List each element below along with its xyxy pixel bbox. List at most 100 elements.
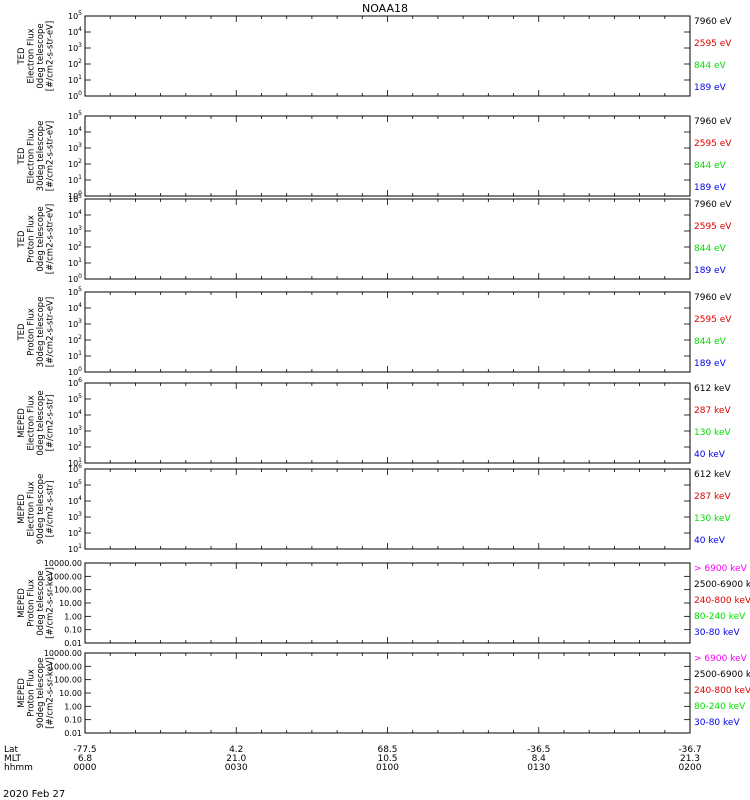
panel-6: 101 102 103 104 105 106 MEPEDElectron Flux90de… bbox=[17, 463, 731, 554]
footer-lat-value: -36.5 bbox=[527, 745, 550, 755]
panel-4: 100 101 102 103 104 105 TEDProton Flux30deg te… bbox=[17, 286, 732, 377]
y-axis-label: TEDProton Flux30deg telescope[#/cm2-s-st… bbox=[17, 297, 56, 368]
legend-entry: 2500-6900 keV bbox=[694, 580, 750, 590]
y-tick-label: 105 bbox=[68, 10, 82, 21]
y-tick-label: 1.00 bbox=[64, 612, 82, 621]
footer-row-label: hhmm bbox=[4, 763, 33, 773]
legend-entry: > 6900 keV bbox=[694, 564, 748, 574]
legend-entry: 130 keV bbox=[694, 428, 731, 438]
y-axis-label: TEDProton Flux0deg telescope[#/cm2-s-str… bbox=[17, 204, 56, 274]
footer-hhmm-value: 0000 bbox=[74, 763, 97, 773]
y-axis-label: TEDElectron Flux0deg telescope[#/cm2-s-s… bbox=[17, 21, 56, 91]
y-tick-label: 104 bbox=[68, 26, 82, 37]
y-tick-label: 102 bbox=[68, 441, 82, 452]
legend-entry: 2595 eV bbox=[694, 39, 732, 49]
y-tick-label: 101 bbox=[68, 543, 82, 554]
footer-row-label: Lat bbox=[4, 745, 19, 755]
panels: 100 101 102 103 104 105 TEDElectron Flux0deg t… bbox=[17, 10, 750, 738]
footer-mlt-value: 6.8 bbox=[78, 754, 93, 764]
y-axis-label: MEPEDElectron Flux0deg telescope[#/cm2-s… bbox=[17, 390, 56, 455]
footer-lat-value: -77.5 bbox=[73, 745, 96, 755]
y-tick-label: 102 bbox=[68, 334, 82, 345]
legend-entry: 30-80 keV bbox=[694, 718, 740, 728]
y-tick-label: 10.00 bbox=[59, 689, 82, 698]
legend-entry: 7960 eV bbox=[694, 293, 732, 303]
legend-entry: 2595 eV bbox=[694, 315, 732, 325]
legend-entry: 2500-6900 keV bbox=[694, 670, 750, 680]
y-axis-label: MEPEDElectron Flux90deg telescope[#/cm2-… bbox=[17, 474, 56, 545]
y-tick-label: 10.00 bbox=[59, 599, 82, 608]
panel-1: 100 101 102 103 104 105 TEDElectron Flux0deg t… bbox=[17, 10, 732, 101]
y-tick-label: 106 bbox=[68, 377, 82, 388]
y-tick-label: 101 bbox=[68, 457, 82, 468]
footer-lat-value: 68.5 bbox=[377, 745, 397, 755]
legend-entry: 40 keV bbox=[694, 536, 726, 546]
y-tick-label: 104 bbox=[68, 209, 82, 220]
panel-frame bbox=[84, 115, 691, 197]
legend-entry: 612 keV bbox=[694, 384, 731, 394]
legend-entry: 844 eV bbox=[694, 337, 727, 347]
y-tick-label: 101 bbox=[68, 174, 82, 185]
legend-entry: 130 keV bbox=[694, 514, 731, 524]
footer-lat-value: 4.2 bbox=[229, 745, 243, 755]
y-tick-label: 101 bbox=[68, 74, 82, 85]
y-tick-label: 100 bbox=[68, 366, 82, 377]
y-tick-label: 100.00 bbox=[54, 586, 82, 595]
legend-entry: 2595 eV bbox=[694, 222, 732, 232]
y-tick-label: 1000.00 bbox=[49, 662, 82, 671]
y-tick-label: 105 bbox=[68, 110, 82, 121]
legend-entry: 7960 eV bbox=[694, 200, 732, 210]
date-label: 2020 Feb 27 bbox=[3, 789, 65, 800]
y-tick-label: 100 bbox=[68, 273, 82, 284]
y-tick-label: 100.00 bbox=[54, 676, 82, 685]
y-tick-label: 102 bbox=[68, 58, 82, 69]
legend-entry: 612 keV bbox=[694, 470, 731, 480]
footer-mlt-value: 8.4 bbox=[532, 754, 547, 764]
panel-frame bbox=[84, 468, 691, 550]
y-tick-label: 100 bbox=[68, 90, 82, 101]
panel-3: 100 101 102 103 104 105 TEDProton Flux0deg tel… bbox=[17, 193, 732, 284]
y-tick-label: 10000.00 bbox=[44, 649, 82, 658]
legend-entry: 287 keV bbox=[694, 406, 731, 416]
panel-frame bbox=[84, 652, 691, 734]
y-tick-label: 0.10 bbox=[64, 716, 82, 725]
y-tick-label: 0.10 bbox=[64, 626, 82, 635]
y-axis-label: MEPEDProton Flux0deg telescope[#/cm2-s-s… bbox=[17, 567, 56, 639]
y-tick-label: 105 bbox=[68, 479, 82, 490]
figure-title: NOAA18 bbox=[362, 2, 408, 15]
footer-lat-value: -36.7 bbox=[678, 745, 701, 755]
y-tick-label: 0.01 bbox=[64, 639, 82, 648]
legend-entry: 189 eV bbox=[694, 359, 727, 369]
footer-mlt-value: 10.5 bbox=[377, 754, 397, 764]
y-tick-label: 103 bbox=[68, 225, 82, 236]
footer-mlt-value: 21.3 bbox=[680, 754, 700, 764]
y-tick-label: 1.00 bbox=[64, 702, 82, 711]
legend-entry: 2595 eV bbox=[694, 139, 732, 149]
footer-hhmm-value: 0200 bbox=[679, 763, 702, 773]
y-tick-label: 105 bbox=[68, 393, 82, 404]
y-tick-label: 103 bbox=[68, 142, 82, 153]
y-tick-label: 105 bbox=[68, 286, 82, 297]
y-tick-label: 0.01 bbox=[64, 729, 82, 738]
y-tick-label: 103 bbox=[68, 425, 82, 436]
y-tick-label: 103 bbox=[68, 511, 82, 522]
legend-entry: > 6900 keV bbox=[694, 654, 748, 664]
y-tick-label: 10000.00 bbox=[44, 559, 82, 568]
y-tick-label: 103 bbox=[68, 42, 82, 53]
y-tick-label: 102 bbox=[68, 241, 82, 252]
y-tick-label: 105 bbox=[68, 193, 82, 204]
y-tick-label: 100 bbox=[68, 190, 82, 201]
panel-2: 100 101 102 103 104 105 TEDElectron Flux30deg … bbox=[17, 110, 732, 201]
panel-frame bbox=[84, 382, 691, 464]
y-tick-label: 102 bbox=[68, 158, 82, 169]
legend-entry: 844 eV bbox=[694, 61, 727, 71]
legend-entry: 189 eV bbox=[694, 83, 727, 93]
legend-entry: 189 eV bbox=[694, 183, 727, 193]
legend-entry: 7960 eV bbox=[694, 117, 732, 127]
footer-row-label: MLT bbox=[4, 754, 22, 764]
legend-entry: 7960 eV bbox=[694, 17, 732, 27]
panel-frame bbox=[84, 291, 691, 373]
y-tick-label: 1000.00 bbox=[49, 572, 82, 581]
y-tick-label: 101 bbox=[68, 257, 82, 268]
